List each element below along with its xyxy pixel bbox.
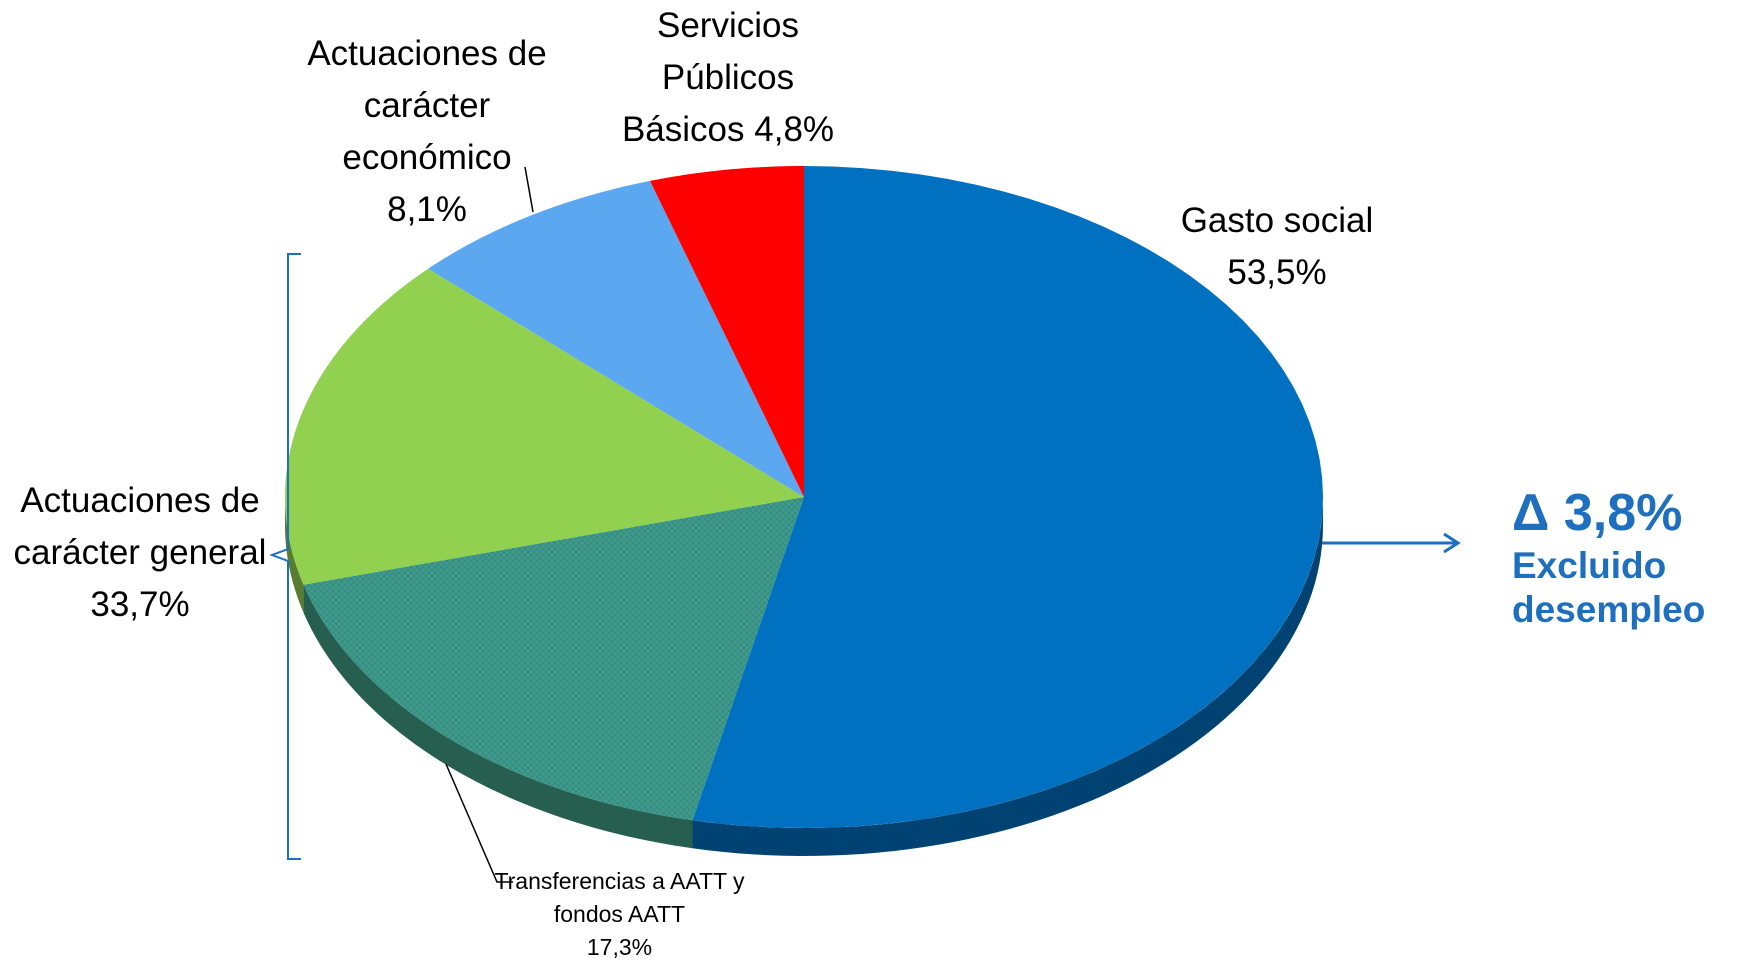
group-bracket [269,253,301,860]
annotation-text: Excluido desempleo [1512,545,1706,630]
group-label: Actuaciones de carácter general 33,7% [13,481,267,624]
slice-texture [303,497,804,821]
label-text: 17,3% [586,934,653,960]
annotation: Δ 3,8% Excluido desempleo [1512,482,1741,632]
slice [428,180,804,498]
slice [649,166,804,497]
slice-side [285,497,304,613]
slice-label: Transferencias a AATT y fondos AATT 17,3… [492,865,747,964]
leader-line [524,166,534,213]
slice-label: Servicios Públicos Básicos 4,8% [613,0,843,156]
label-text: Gasto social [1180,201,1374,240]
slice [692,166,1323,828]
slice-label: Actuaciones de carácter económico 8,1% [292,28,562,236]
slice-side [303,584,693,849]
label-text: 8,1% [387,190,467,229]
leader-line [445,763,513,883]
label-text: 4,8% [754,110,835,149]
label-text: Actuaciones de carácter económico [307,34,547,177]
annotation-value: Δ 3,8% [1512,484,1683,542]
slice [285,268,804,585]
pie [285,166,1323,856]
label-text: 53,5% [1227,253,1327,292]
label-text: Transferencias a AATT y fondos AATT [494,868,745,927]
label-text: Servicios Públicos Básicos [621,6,799,149]
slice-label: Gasto social 53,5% [1127,195,1427,299]
annotation-arrow [1322,532,1461,554]
